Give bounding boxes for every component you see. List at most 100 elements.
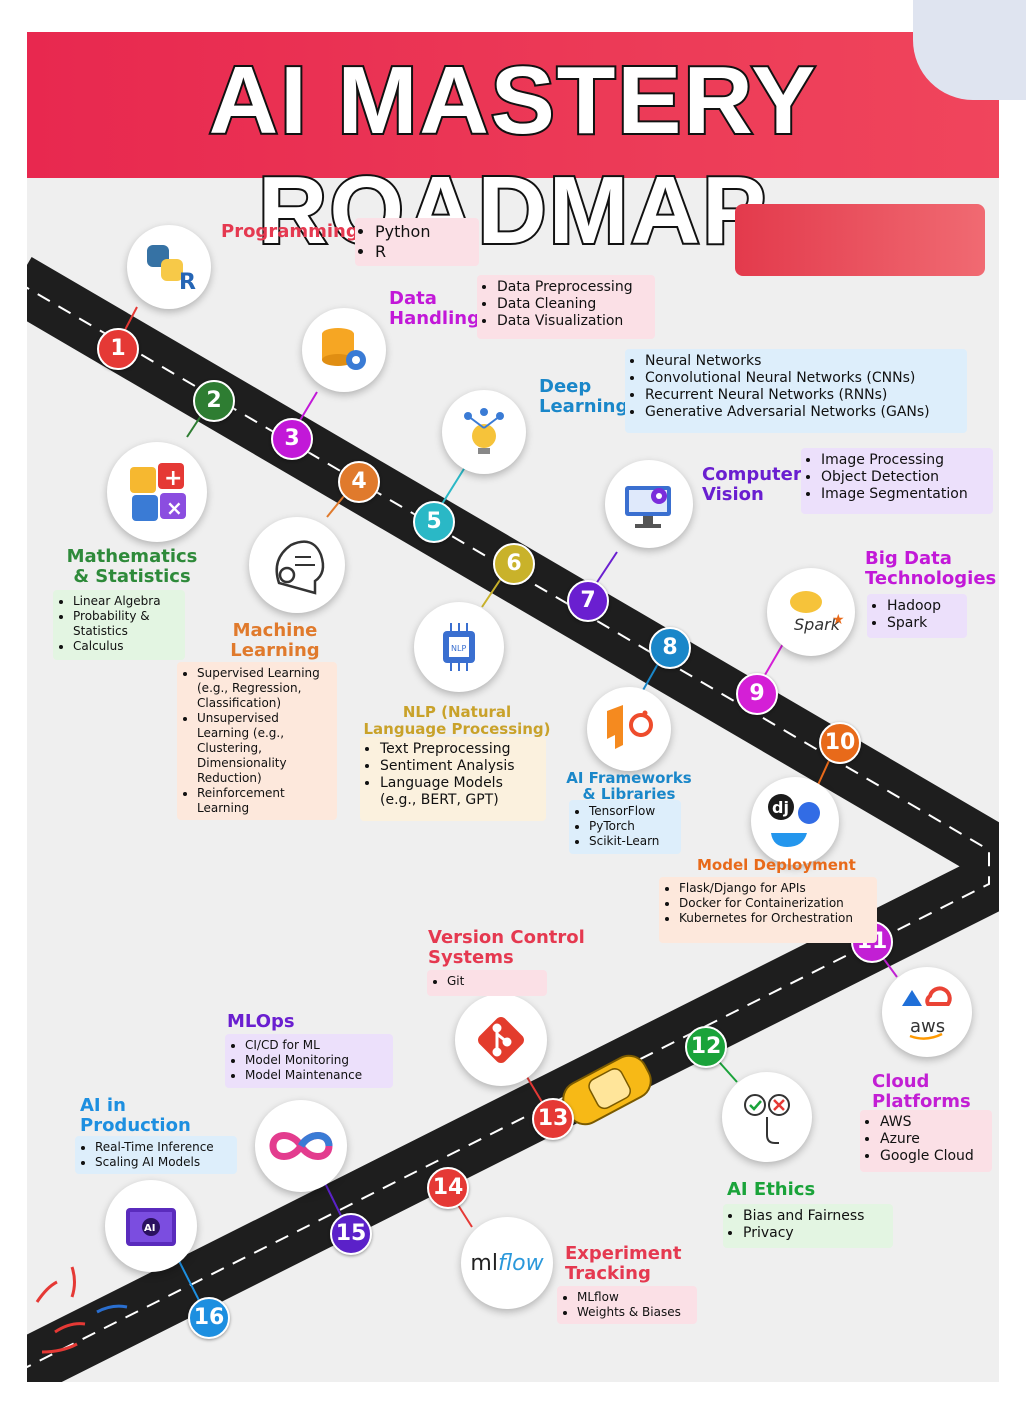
svg-text:R: R — [179, 270, 196, 295]
list-item: R — [375, 242, 473, 262]
list-item: Recurrent Neural Networks (RNNs) — [645, 387, 961, 404]
list-item: Sentiment Analysis — [380, 758, 540, 775]
list-item: CI/CD for ML — [245, 1038, 387, 1053]
git-icon — [455, 994, 547, 1086]
step-2-title: Mathematics & Statistics — [66, 546, 198, 587]
list-item: Image Processing — [821, 452, 987, 469]
list-item: Hadoop — [887, 598, 961, 615]
monitor-camera-icon — [605, 460, 693, 548]
step-12-items: Bias and FairnessPrivacy — [723, 1204, 893, 1248]
step-10-title: Model Deployment — [697, 856, 856, 874]
step-number-5: 5 — [413, 501, 455, 543]
list-item: Neural Networks — [645, 353, 961, 370]
list-item: Convolutional Neural Networks (CNNs) — [645, 370, 961, 387]
list-item: Spark — [887, 615, 961, 632]
django-docker-k8s-icon: dj — [751, 777, 839, 865]
step-13-title: Version Control Systems — [428, 927, 585, 968]
infinity-icon — [255, 1100, 347, 1192]
svg-text:aws: aws — [910, 1016, 945, 1037]
check-cross-hand-icon — [722, 1072, 812, 1162]
step-16-title: AI in Production — [80, 1095, 191, 1136]
step-number-8: 8 — [649, 627, 691, 669]
ai-book-icon: AI — [105, 1180, 197, 1272]
mlflow-text-flow: flow — [497, 1250, 544, 1276]
list-item: AWS — [880, 1114, 986, 1131]
list-item: Azure — [880, 1131, 986, 1148]
mlflow-text-ml: ml — [470, 1250, 498, 1276]
step-8-items: TensorFlowPyTorchScikit-Learn — [569, 800, 681, 854]
math-symbols-icon: + × — [107, 442, 207, 542]
list-item: Linear Algebra — [73, 594, 179, 609]
step-8-title: AI Frameworks & Libraries — [566, 769, 692, 803]
brain-circuit-icon — [249, 517, 345, 613]
tensorflow-pytorch-icon — [587, 687, 671, 771]
step-14-title: Experiment Tracking — [565, 1243, 682, 1284]
step-13-items: Git — [427, 970, 547, 996]
step-5-title: Deep Learning — [539, 376, 629, 417]
fireworks-decoration — [35, 1266, 128, 1354]
step-number-16: 16 — [188, 1297, 230, 1339]
car-icon — [562, 1054, 652, 1126]
step-11-items: AWSAzureGoogle Cloud — [860, 1110, 992, 1172]
mlflow-icon: mlflow — [461, 1217, 553, 1309]
step-9-items: HadoopSpark — [867, 594, 967, 638]
list-item: Scaling AI Models — [95, 1155, 231, 1170]
svg-text:×: × — [166, 496, 183, 520]
step-5-items: Neural NetworksConvolutional Neural Netw… — [625, 349, 967, 433]
svg-text:★: ★ — [832, 612, 845, 628]
list-item: Reinforcement Learning — [197, 786, 331, 816]
page-title: AI MASTERY ROADMAP — [207, 45, 818, 266]
list-item: Data Cleaning — [497, 296, 649, 313]
list-item: Supervised Learning (e.g., Regression, C… — [197, 666, 331, 711]
step-number-15: 15 — [330, 1213, 372, 1255]
step-7-items: Image ProcessingObject DetectionImage Se… — [801, 448, 993, 514]
list-item: Language Models (e.g., BERT, GPT) — [380, 775, 540, 809]
step-number-10: 10 — [819, 722, 861, 764]
list-item: Model Maintenance — [245, 1068, 387, 1083]
step-9-title: Big Data Technologies — [865, 548, 997, 589]
nlp-chip-icon: NLP — [414, 602, 504, 692]
database-gear-icon — [302, 308, 386, 392]
step-7-title: Computer Vision — [702, 464, 802, 505]
list-item: Model Monitoring — [245, 1053, 387, 1068]
author-badge — [735, 204, 985, 276]
step-4-items: Supervised Learning (e.g., Regression, C… — [177, 662, 337, 820]
list-item: Generative Adversarial Networks (GANs) — [645, 404, 961, 421]
step-number-13: 13 — [532, 1098, 574, 1140]
list-item: PyTorch — [589, 819, 675, 834]
step-2-items: Linear AlgebraProbability & StatisticsCa… — [53, 590, 185, 660]
list-item: Text Preprocessing — [380, 741, 540, 758]
step-10-items: Flask/Django for APIsDocker for Containe… — [659, 877, 877, 943]
list-item: Real-Time Inference — [95, 1140, 231, 1155]
svg-text:dj: dj — [772, 798, 789, 817]
step-number-9: 9 — [736, 673, 778, 715]
network-bulb-icon — [442, 390, 526, 474]
step-14-items: MLflowWeights & Biases — [557, 1286, 697, 1324]
step-number-2: 2 — [193, 380, 235, 422]
list-item: Kubernetes for Orchestration — [679, 911, 871, 926]
list-item: Object Detection — [821, 469, 987, 486]
svg-text:NLP: NLP — [451, 644, 466, 653]
list-item: Probability & Statistics — [73, 609, 179, 639]
list-item: Git — [447, 974, 541, 989]
hadoop-spark-icon: Spark ★ — [767, 568, 855, 656]
step-number-7: 7 — [567, 580, 609, 622]
step-number-4: 4 — [338, 461, 380, 503]
step-3-title: Data Handling — [389, 288, 480, 329]
list-item: Flask/Django for APIs — [679, 881, 871, 896]
step-6-title: NLP (Natural Language Processing) — [363, 703, 551, 738]
step-3-items: Data PreprocessingData CleaningData Visu… — [477, 275, 655, 339]
list-item: Calculus — [73, 639, 179, 654]
list-item: Unsupervised Learning (e.g., Clustering,… — [197, 711, 331, 786]
speaker-icon[interactable] — [913, 0, 1026, 100]
list-item: Weights & Biases — [577, 1305, 691, 1320]
list-item: Privacy — [743, 1225, 887, 1242]
svg-text:Spark: Spark — [794, 615, 841, 634]
step-6-items: Text PreprocessingSentiment AnalysisLang… — [360, 737, 546, 821]
list-item: Bias and Fairness — [743, 1208, 887, 1225]
cloud-providers-icon: aws — [882, 967, 972, 1057]
step-15-title: MLOps — [227, 1011, 295, 1032]
svg-text:+: + — [164, 466, 182, 491]
list-item: Data Visualization — [497, 313, 649, 330]
list-item: Scikit-Learn — [589, 834, 675, 849]
